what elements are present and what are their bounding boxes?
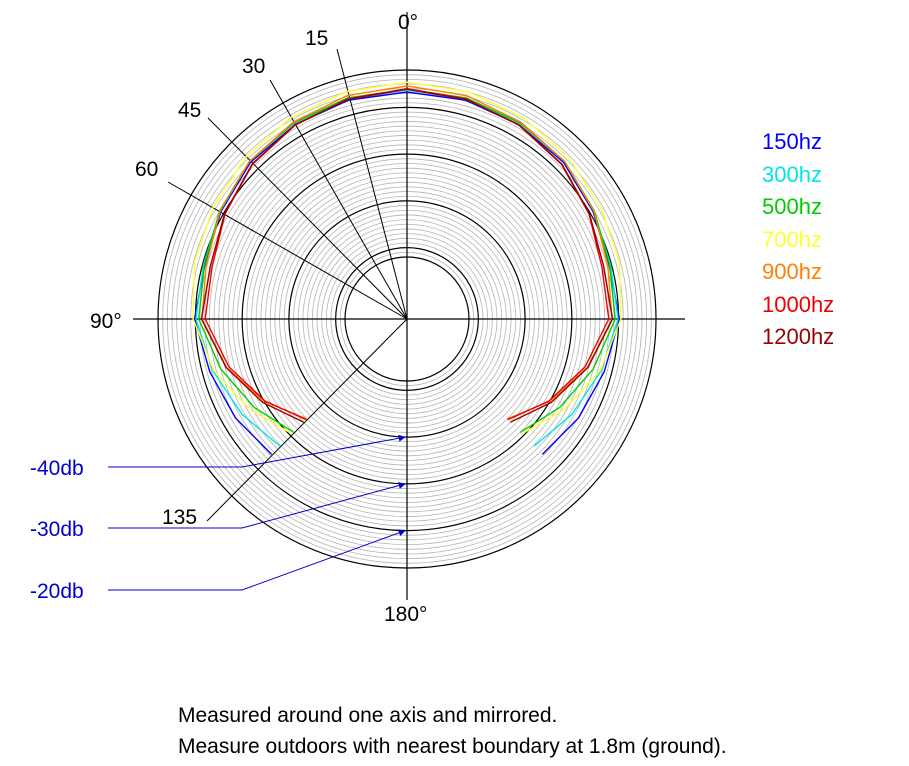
legend-item-1200hz: 1200hz [762, 324, 835, 349]
angle-label-180: 180° [384, 603, 427, 626]
db-annotations: -40db -30db -20db [30, 434, 406, 603]
series-line-300hz [195, 89, 619, 447]
legend-item-150hz: 150hz [762, 129, 822, 154]
angle-label-135: 135 [162, 506, 197, 529]
angle-rays [167, 48, 408, 522]
series-line-150hz [193, 91, 621, 455]
angle-label-15: 15 [305, 27, 328, 50]
ring-pointer--30db [108, 482, 406, 529]
ray-60 [167, 181, 408, 320]
legend-item-300hz: 300hz [762, 161, 822, 187]
ray-15 [336, 48, 408, 320]
polar-axes [133, 12, 685, 600]
angle-label-45: 45 [178, 99, 201, 122]
ring-pointer--20db [108, 529, 406, 591]
angle-labels: 15 30 45 60 135 0° 90° 180° [90, 11, 427, 626]
legend-item-900hz: 900hz [762, 259, 822, 284]
ray-30 [269, 79, 408, 320]
angle-label-60: 60 [135, 158, 158, 181]
ray-45 [207, 117, 408, 320]
note-line-2: Measure outdoors with nearest boundary a… [178, 735, 727, 758]
series-lines [192, 81, 622, 455]
legend-item-1000hz: 1000hz [762, 291, 835, 317]
series-line-700hz [192, 81, 622, 435]
ray-135 [206, 318, 408, 522]
notes: Measured around one axis and mirrored. M… [178, 700, 727, 762]
angle-label-90: 90° [90, 310, 122, 333]
ring-label--40db: -40db [30, 457, 84, 480]
ring-label--20db: -20db [30, 580, 84, 603]
note-line-1: Measured around one axis and mirrored. [178, 704, 558, 727]
ring-label--30db: -30db [30, 518, 84, 541]
series-line-1200hz [200, 88, 614, 423]
legend-item-700hz: 700hz [762, 226, 822, 252]
angle-label-30: 30 [242, 55, 265, 78]
ring-pointer--40db [108, 434, 406, 468]
angle-label-0: 0° [398, 11, 418, 34]
legend: 150hz 300hz 500hz 700hz 900hz 1000hz 1200hz [762, 126, 834, 354]
legend-item-500hz: 500hz [762, 194, 822, 219]
